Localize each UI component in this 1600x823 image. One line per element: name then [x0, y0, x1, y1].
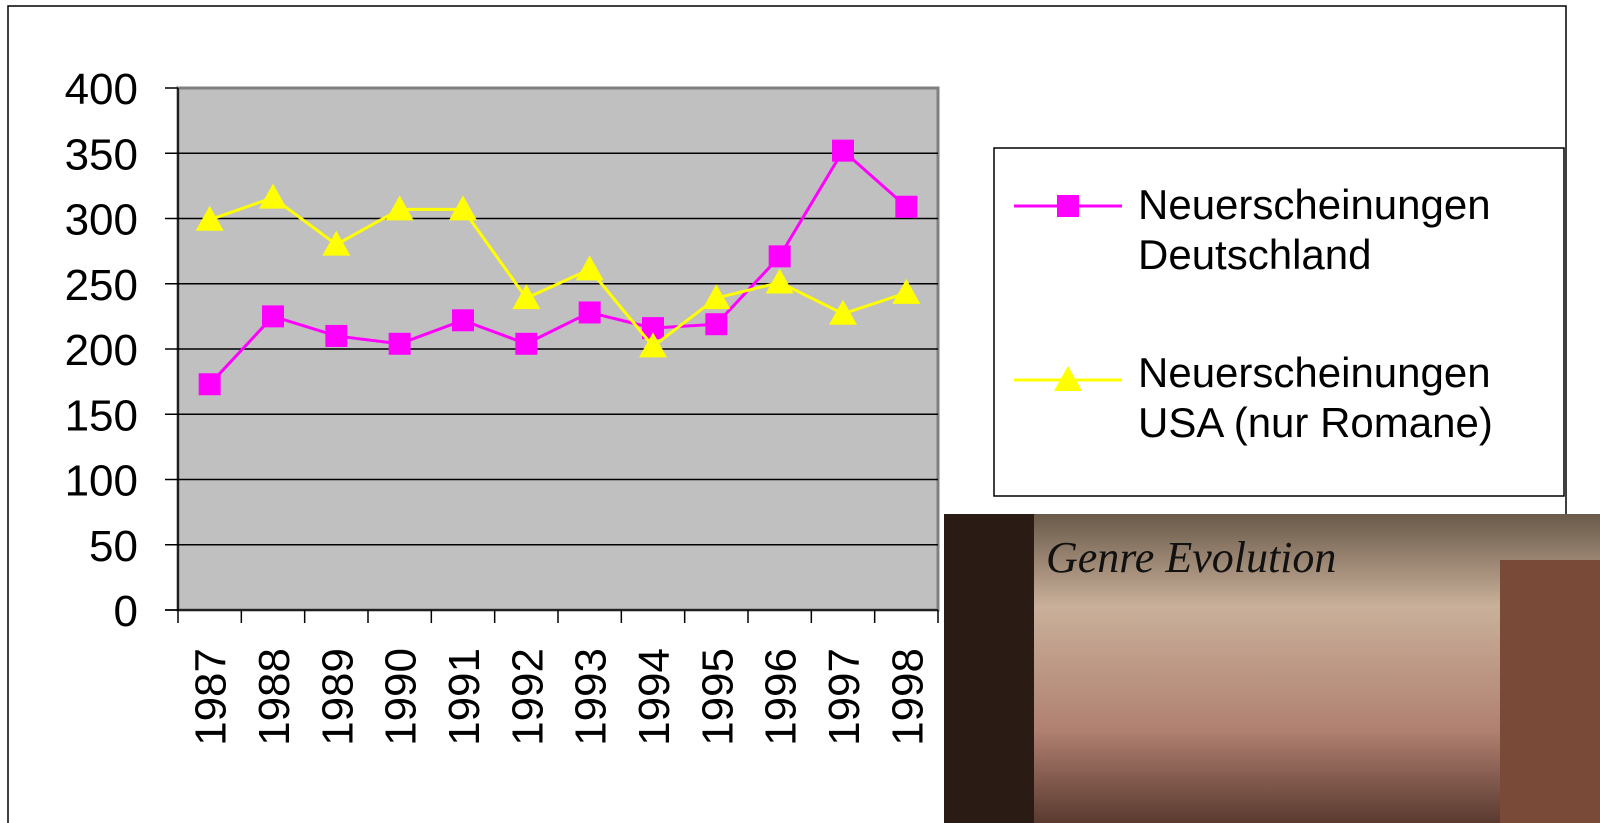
x-tick-label: 1991 [440, 648, 489, 746]
legend-label: Neuerscheinungen Deutschland [1138, 180, 1558, 280]
page: {"chart_data": {"type": "line", "categor… [0, 0, 1600, 823]
y-tick-label: 150 [65, 391, 138, 440]
y-tick-label: 100 [65, 457, 138, 506]
y-tick-label: 200 [65, 326, 138, 375]
y-tick-label: 0 [114, 587, 138, 636]
legend-marker [1057, 195, 1079, 217]
x-tick-label: 1990 [377, 648, 426, 746]
x-tick-label: 1998 [883, 648, 932, 746]
y-tick-label: 250 [65, 261, 138, 310]
marker [1057, 195, 1079, 217]
photo: Genre Evolution [944, 514, 1600, 823]
y-tick-label: 50 [89, 522, 138, 571]
x-tick-label: 1993 [567, 648, 616, 746]
x-tick-label: 1996 [757, 648, 806, 746]
marker [515, 333, 537, 355]
legend-label: Neuerscheinungen USA (nur Romane) [1138, 348, 1558, 448]
y-tick-label: 400 [65, 65, 138, 114]
x-tick-label: 1995 [693, 648, 742, 746]
photo-rock [944, 514, 1034, 823]
x-tick-label: 1987 [187, 648, 236, 746]
x-tick-label: 1997 [820, 648, 869, 746]
marker [579, 301, 601, 323]
x-tick-label: 1989 [313, 648, 362, 746]
marker [832, 140, 854, 162]
marker [895, 196, 917, 218]
marker [389, 333, 411, 355]
marker [769, 245, 791, 267]
marker [325, 325, 347, 347]
x-tick-label: 1988 [250, 648, 299, 746]
photo-caption: Genre Evolution [1046, 533, 1336, 582]
marker [262, 305, 284, 327]
marker [705, 313, 727, 335]
y-tick-label: 350 [65, 130, 138, 179]
y-tick-label: 300 [65, 196, 138, 245]
marker [452, 309, 474, 331]
marker [199, 373, 221, 395]
photo-rock [1500, 560, 1600, 823]
x-tick-label: 1992 [503, 648, 552, 746]
x-tick-label: 1994 [630, 648, 679, 746]
